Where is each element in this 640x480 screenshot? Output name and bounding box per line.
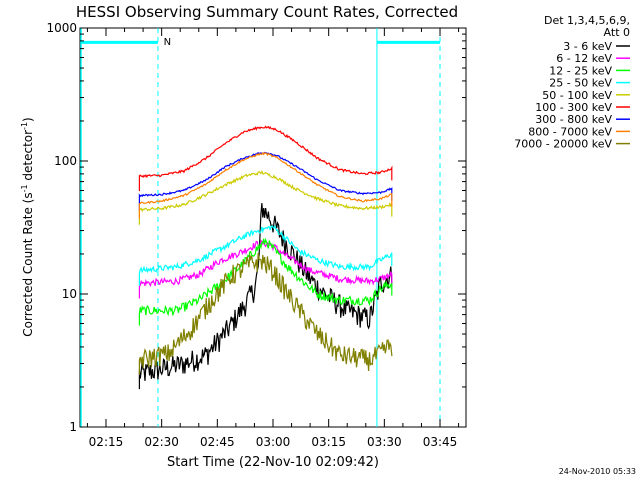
y-tick-label: 1000 [46,21,77,35]
x-tick-label: 03:00 [256,435,291,449]
series-line-7 [138,151,393,219]
x-axis-label: Start Time (22-Nov-10 02:09:42) [167,455,379,470]
series-line-1 [138,239,393,299]
legend-header-line-2: Att 0 [604,26,630,39]
series-line-8 [138,252,393,375]
x-tick-label: 02:45 [200,435,235,449]
y-tick-label: 100 [54,154,77,168]
legend-header-line-1: Det 1,3,4,5,6,9, [544,14,630,27]
x-tick-label: 03:30 [367,435,402,449]
legend-label: 12 - 25 keV [549,64,612,77]
legend-label: 800 - 7000 keV [528,125,612,138]
footer-timestamp: 24-Nov-2010 05:33 [559,467,636,476]
series-line-4 [138,170,393,225]
chart-title: HESSI Observing Summary Count Rates, Cor… [76,3,458,21]
legend-label: 300 - 800 keV [535,113,612,126]
y-tick-label: 10 [62,287,77,301]
vertical-markers [80,28,441,427]
series-line-2 [138,237,393,326]
x-tick-label: 03:45 [423,435,458,449]
y-axis: 1 10 100 1000 [46,21,466,434]
legend-label: 50 - 100 keV [542,89,612,102]
legend-label: 7000 - 20000 keV [514,138,612,151]
y-tick-label: 1 [69,420,77,434]
legend-label: 100 - 300 keV [535,101,612,114]
marker-n-label: N [164,37,171,48]
x-tick-label: 03:15 [311,435,346,449]
legend-label: 6 - 12 keV [556,52,612,65]
series-line-3 [138,224,393,286]
legend-label: 25 - 50 keV [549,77,612,90]
series-line-5 [138,125,393,192]
x-tick-label: 02:15 [89,435,124,449]
y-axis-label: Corrected Count Rate (s-1 detector-1) [20,117,35,336]
legend-label: 3 - 6 keV [563,40,612,53]
series-line-0 [138,203,393,390]
x-axis: 02:15 02:30 02:45 03:00 03:15 03:30 03:45 [86,28,460,449]
series-layer [138,125,393,390]
x-tick-label: 02:30 [144,435,179,449]
